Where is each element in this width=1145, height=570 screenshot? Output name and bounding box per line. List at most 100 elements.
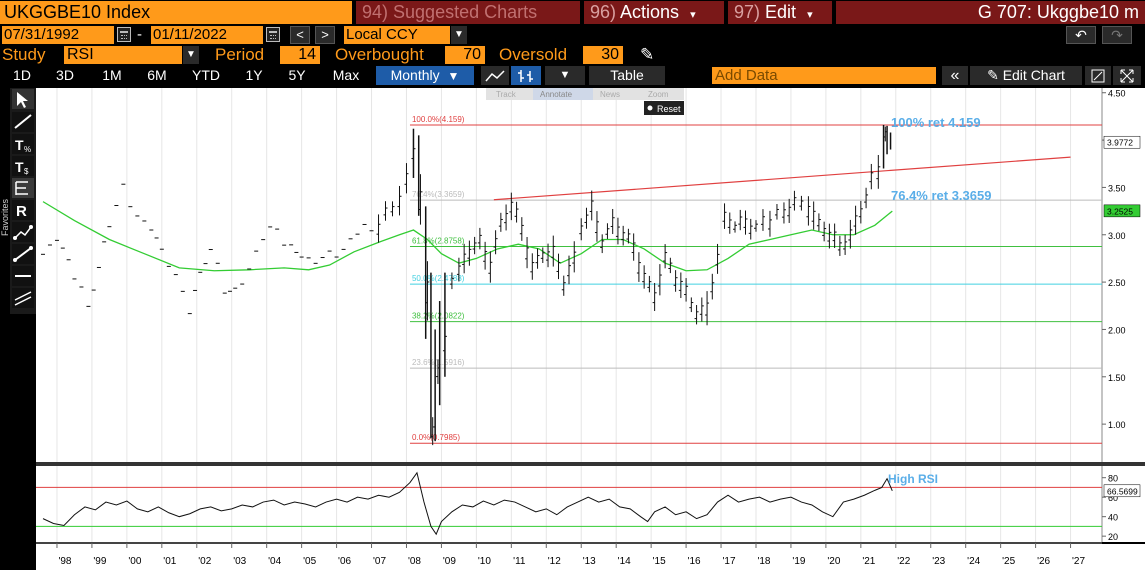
period-input[interactable]: 14	[280, 46, 320, 64]
moving-average-line	[42, 201, 893, 272]
edit-chart-button[interactable]: ✎ Edit Chart	[970, 66, 1082, 85]
rsi-last-tag-box	[1103, 484, 1141, 498]
x-tick-label: '26	[1037, 556, 1050, 567]
pen-icon[interactable]: ✎	[640, 45, 655, 64]
oversold-input[interactable]: 30	[583, 46, 623, 64]
currency-select[interactable]: Local CCY	[344, 26, 450, 44]
fibonacci-lines: 100.0%(4.159) 76.4%(3.3659) 61.8%(2.8758) 5…	[409, 115, 1102, 444]
track-button[interactable]: Track	[496, 90, 517, 99]
suggested-charts-number: 94)	[362, 2, 389, 22]
actions-label: Actions	[620, 2, 680, 22]
undo-button[interactable]: ↶	[1066, 26, 1096, 44]
next-range-button[interactable]: >	[315, 26, 335, 44]
title-bar: UKGGBE10 Index 94) Suggested Charts 96) …	[0, 0, 1145, 25]
prev-range-button[interactable]: <	[290, 26, 310, 44]
end-date-input[interactable]: 01/11/2022	[151, 26, 263, 44]
fib-label: 76.4%(3.3659)	[412, 190, 465, 199]
period-1d-button[interactable]: 1D	[13, 67, 31, 83]
price-y-tick-label: 1.00	[1108, 420, 1126, 430]
edit-menu[interactable]: 97) Edit ▾	[728, 1, 832, 24]
x-tick-label: '24	[967, 556, 980, 567]
drawing-toolbar: T% T $ R Favorites	[0, 88, 36, 314]
zoom-button[interactable]: Zoom	[648, 90, 669, 99]
price-y-axis-background	[1102, 88, 1145, 462]
x-tick-label: '25	[1002, 556, 1015, 567]
end-calendar-icon[interactable]	[266, 27, 280, 42]
x-tick-label: '00	[128, 556, 141, 567]
ticker-field[interactable]: UKGGBE10 Index	[0, 1, 352, 24]
chart-annotations: 100% ret 4.159 76.4% ret 3.3659 High RSI 3.…	[888, 115, 1141, 498]
x-tick-label: '13	[583, 556, 596, 567]
x-tick-label: '05	[303, 556, 316, 567]
chart-svg[interactable]: 100.0%(4.159) 76.4%(3.3659) 61.8%(2.8758) 5…	[0, 86, 1145, 570]
chart-area: 100.0%(4.159) 76.4%(3.3659) 61.8%(2.8758) 5…	[0, 86, 1145, 570]
edit-caret-icon: ▾	[807, 9, 813, 21]
redo-button[interactable]: ↷	[1102, 26, 1132, 44]
actions-number: 96)	[590, 2, 617, 22]
period-6m-button[interactable]: 6M	[147, 67, 167, 83]
period-ytd-button[interactable]: YTD	[192, 67, 220, 83]
annotate-button[interactable]: Annotate	[540, 90, 573, 99]
overbought-input[interactable]: 70	[445, 46, 485, 64]
ma-last-tag-box	[1103, 204, 1141, 218]
retracement-dollar-tool-icon[interactable]	[12, 156, 34, 176]
last-price-tag-box	[1103, 135, 1141, 149]
reset-button[interactable]: Reset	[657, 104, 681, 114]
price-bars-group	[40, 124, 892, 446]
start-calendar-icon[interactable]	[117, 27, 131, 42]
frequency-label: Monthly	[390, 67, 440, 83]
line-chart-icon[interactable]	[481, 66, 509, 85]
x-tick-label: '20	[827, 556, 840, 567]
favorites-label: Favorites	[0, 198, 10, 236]
period-1y-button[interactable]: 1Y	[245, 67, 263, 83]
trendline-group	[493, 156, 1071, 201]
chart-settings-icon[interactable]	[1085, 66, 1111, 85]
vertical-gridlines	[56, 88, 1072, 548]
collapse-icon[interactable]: «	[942, 66, 968, 85]
oversold-label: Oversold	[499, 45, 568, 64]
x-tick-label: '98	[58, 556, 71, 567]
start-date-input[interactable]: 07/31/1992	[2, 26, 114, 44]
chart-type-dropdown-icon[interactable]: ▼	[545, 66, 585, 85]
rsi-y-tick-label: 60	[1108, 493, 1118, 503]
text-tool-icon[interactable]	[12, 200, 34, 220]
study-bar: Study RSI ▼ Period 14 Overbought 70 Over…	[0, 45, 1145, 65]
bar-chart-type-icon[interactable]	[511, 66, 541, 85]
frequency-caret-icon: ▼	[447, 69, 460, 83]
rsi-line	[42, 471, 893, 536]
period-3d-button[interactable]: 3D	[56, 67, 74, 83]
period-max-button[interactable]: Max	[332, 67, 360, 83]
currency-dropdown-icon[interactable]: ▼	[451, 26, 467, 44]
x-tick-label: '12	[548, 556, 561, 567]
reset-button-background	[644, 101, 684, 115]
actions-menu[interactable]: 96) Actions ▾	[584, 1, 724, 24]
edit-number: 97)	[734, 2, 761, 22]
fib-label: 100.0%(4.159)	[412, 115, 465, 124]
annotation-100-ret: 100% ret 4.159	[891, 115, 981, 130]
x-tick-label: '21	[862, 556, 875, 567]
page-title-bar	[836, 1, 1145, 24]
edit-chart-label: Edit Chart	[1002, 67, 1065, 83]
retracement-percent-tool-icon[interactable]	[12, 134, 34, 154]
study-select[interactable]: RSI	[64, 46, 182, 64]
table-button[interactable]: Table	[589, 66, 665, 85]
period-1m-button[interactable]: 1M	[102, 67, 122, 83]
edit-chart-pen-icon: ✎	[987, 67, 999, 83]
study-dropdown-icon[interactable]: ▼	[183, 46, 199, 64]
x-tick-label: '23	[932, 556, 945, 567]
fib-label: 38.2%(2.0822)	[412, 312, 465, 321]
x-tick-label: '01	[163, 556, 176, 567]
axis-corner-background	[1102, 544, 1145, 570]
add-data-input[interactable]: Add Data	[712, 67, 936, 84]
expand-icon[interactable]	[1113, 66, 1141, 85]
news-button[interactable]: News	[600, 90, 620, 99]
overbought-label: Overbought	[335, 45, 424, 64]
price-y-tick-label: 4.50	[1108, 89, 1126, 99]
price-y-tick-label: 3.50	[1108, 183, 1126, 193]
period-5y-button[interactable]: 5Y	[288, 67, 306, 83]
channel-tool-icon[interactable]	[12, 222, 34, 242]
actions-caret-icon: ▾	[690, 9, 696, 21]
frequency-select[interactable]: Monthly ▼	[376, 66, 474, 85]
suggested-charts-menu[interactable]: 94) Suggested Charts	[356, 1, 580, 24]
x-tick-label: '10	[478, 556, 491, 567]
